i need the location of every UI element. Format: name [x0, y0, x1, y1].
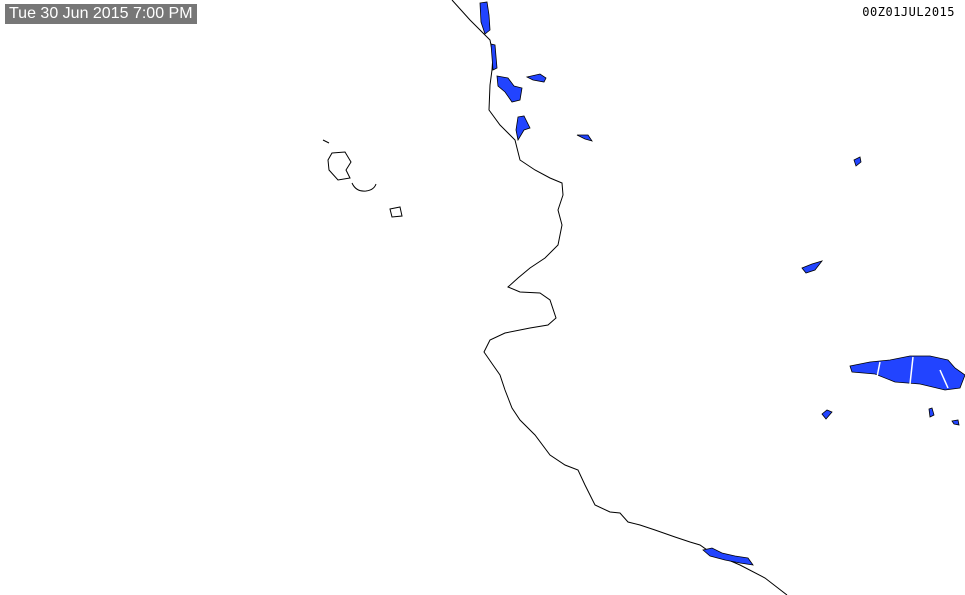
valid-time-label: 00Z01JUL2015 [862, 5, 955, 19]
local-time-label: Tue 30 Jun 2015 7:00 PM [5, 4, 197, 24]
offshore-islands [322, 139, 403, 218]
coastline [451, 0, 788, 595]
water-bodies [479, 1, 965, 566]
internal-boundaries [875, 356, 949, 389]
